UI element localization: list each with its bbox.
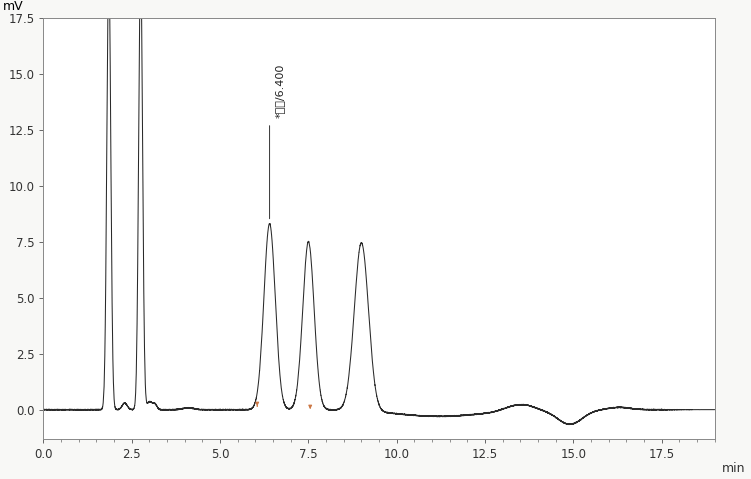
Text: *木糖/6.400: *木糖/6.400 <box>275 64 285 118</box>
Text: min: min <box>722 462 745 475</box>
Y-axis label: mV: mV <box>3 0 23 13</box>
